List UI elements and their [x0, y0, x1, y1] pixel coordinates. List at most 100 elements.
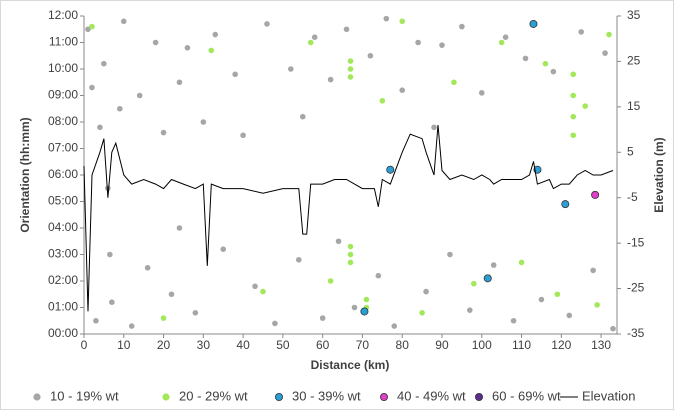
x-tick-label: 100	[472, 338, 492, 352]
point	[347, 251, 354, 258]
legend-label: 10 - 19% wt	[50, 388, 119, 403]
point	[152, 39, 159, 46]
point	[578, 29, 585, 35]
point	[260, 288, 266, 295]
point	[89, 84, 95, 91]
y-tick-label: 05:00	[48, 194, 78, 208]
x-tick-label: 130	[591, 338, 611, 352]
y2-tick-label: -25	[627, 281, 645, 295]
point	[160, 315, 167, 321]
y-tick-label: 04:00	[48, 220, 78, 234]
y-tick-label: 06:00	[48, 167, 78, 181]
point	[295, 257, 302, 263]
point	[144, 264, 151, 271]
point	[272, 320, 278, 327]
point	[327, 278, 334, 284]
elevation-line	[83, 124, 614, 312]
y2-axis-title: Elevation (m)	[652, 137, 666, 212]
y-tick-label: 01:00	[48, 300, 78, 314]
point	[200, 119, 207, 125]
point	[386, 165, 395, 174]
legend-swatch	[474, 392, 483, 401]
point	[538, 296, 545, 303]
point	[570, 71, 577, 78]
legend-label: 30 - 39% wt	[292, 388, 361, 403]
point	[498, 39, 505, 46]
x-tick-label: 30	[197, 338, 211, 352]
point	[570, 132, 577, 139]
point	[522, 55, 529, 62]
point	[451, 79, 457, 86]
x-tick-label: 120	[551, 338, 571, 352]
point	[93, 317, 99, 324]
legend-swatch	[33, 393, 41, 401]
point	[160, 129, 167, 136]
point	[212, 31, 219, 38]
point	[343, 26, 350, 33]
x-tick-label: 80	[396, 338, 410, 352]
legend-label: 60 - 69% wt	[492, 388, 561, 403]
y-tick-label: 09:00	[48, 88, 78, 102]
point	[363, 296, 370, 303]
point	[319, 315, 326, 321]
legend-swatch	[379, 392, 388, 401]
y-tick-label: 07:00	[48, 141, 78, 155]
x-tick-label: 50	[276, 338, 290, 352]
point	[208, 47, 215, 54]
point	[375, 272, 382, 279]
legend-swatch	[162, 393, 170, 401]
point	[459, 23, 465, 30]
point	[184, 45, 191, 51]
point	[529, 19, 538, 28]
point	[383, 15, 390, 22]
x-tick-label: 10	[117, 338, 131, 352]
point	[116, 105, 123, 112]
point	[335, 238, 342, 245]
point	[327, 76, 334, 83]
point	[554, 291, 561, 298]
point	[419, 310, 425, 316]
point	[232, 71, 238, 78]
y-tick-label: 00:00	[48, 326, 78, 340]
y2-tick-label: 15	[627, 99, 641, 113]
y-tick-label: 10:00	[48, 61, 78, 75]
point	[399, 87, 406, 93]
point	[347, 66, 354, 72]
point	[379, 98, 386, 104]
point	[85, 26, 91, 33]
point	[490, 262, 497, 268]
point	[391, 323, 398, 329]
point	[351, 304, 358, 311]
x-tick-label: 90	[435, 338, 449, 352]
point	[510, 317, 517, 324]
point	[542, 60, 549, 67]
point	[220, 246, 227, 252]
x-tick-label: 70	[356, 338, 370, 352]
point	[423, 288, 429, 295]
point	[610, 325, 616, 332]
point	[89, 23, 95, 30]
y-tick-label: 11:00	[49, 35, 78, 49]
y-tick-label: 12:00	[48, 8, 78, 22]
legend-swatch	[274, 392, 283, 401]
point	[431, 124, 437, 131]
point	[415, 39, 421, 46]
y-tick-label: 02:00	[48, 273, 78, 287]
point	[347, 243, 354, 250]
point	[347, 74, 354, 80]
point	[367, 52, 374, 59]
x-tick-label: 20	[157, 338, 171, 352]
point	[240, 132, 246, 139]
point	[570, 113, 577, 120]
point	[502, 34, 509, 40]
point	[582, 103, 588, 109]
point	[120, 18, 127, 25]
point	[347, 259, 354, 266]
point	[602, 50, 608, 56]
point	[264, 21, 270, 27]
y2-tick-label: -15	[627, 235, 645, 249]
legend-label: 40 - 49% wt	[397, 388, 466, 403]
point	[192, 310, 199, 316]
legend-label: 20 - 29% wt	[179, 388, 248, 403]
